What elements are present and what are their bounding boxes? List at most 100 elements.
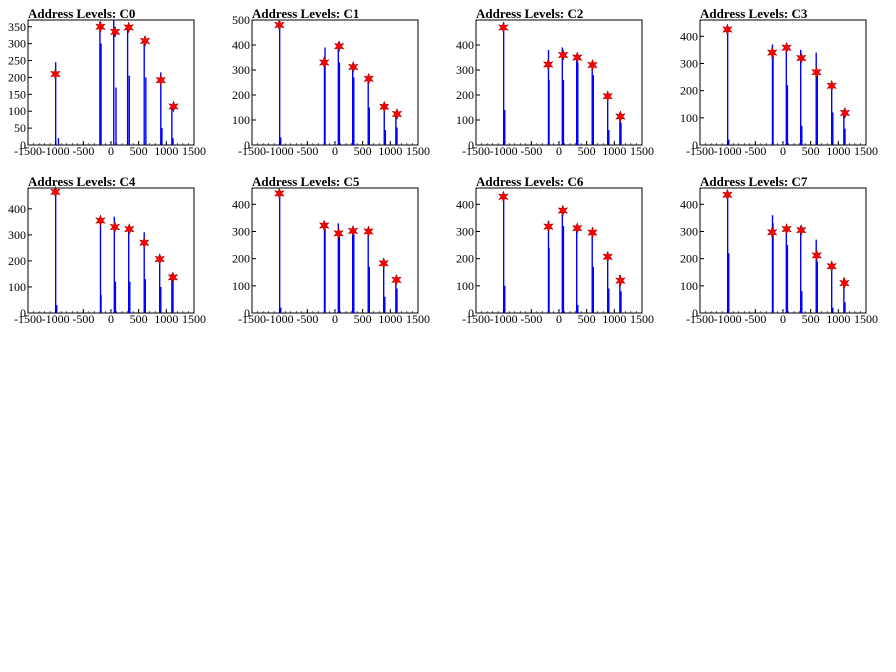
peak-marker: [587, 226, 598, 239]
x-tick-label: 1500: [182, 312, 206, 326]
peak-marker: [109, 25, 121, 39]
peak-marker: [721, 188, 733, 202]
chart-title: Address Levels: C0: [28, 6, 135, 21]
peak-marker: [781, 41, 793, 54]
x-tick-label: -1000: [714, 144, 742, 158]
peak-marker: [557, 204, 569, 217]
x-tick-label: 500: [578, 312, 596, 326]
peak-marker: [378, 257, 390, 270]
peak-marker: [557, 48, 569, 62]
peak-marker: [139, 34, 151, 48]
x-tick-label: 0: [556, 144, 562, 158]
peak-marker: [543, 220, 554, 233]
y-tick-label: 200: [232, 88, 250, 102]
x-tick-label: -1000: [42, 312, 70, 326]
x-tick-label: 0: [332, 144, 338, 158]
y-tick-label: 400: [456, 197, 474, 211]
x-tick-label: -500: [520, 144, 542, 158]
x-tick-label: -500: [744, 144, 766, 158]
peak-marker: [571, 221, 583, 235]
x-tick-label: -500: [520, 312, 542, 326]
peak-marker: [826, 79, 838, 93]
x-tick-label: -1500: [238, 144, 266, 158]
peak-marker: [49, 67, 61, 81]
peak-marker: [615, 274, 626, 287]
x-tick-label: -1000: [490, 312, 518, 326]
plot-frame: [475, 187, 643, 314]
peak-marker: [363, 225, 374, 238]
peak-marker: [123, 21, 135, 34]
y-tick-label: 200: [456, 88, 474, 102]
x-tick-label: 500: [130, 144, 148, 158]
peak-marker: [347, 60, 359, 74]
peak-marker: [811, 249, 823, 262]
x-tick-label: 500: [802, 144, 820, 158]
x-tick-label: 1500: [630, 312, 654, 326]
x-tick-label: 1500: [630, 144, 654, 158]
y-tick-label: 200: [232, 252, 250, 266]
y-tick-label: 50: [14, 121, 26, 135]
peak-marker: [391, 273, 402, 287]
y-tick-label: 400: [680, 197, 698, 211]
peak-marker: [363, 72, 375, 86]
y-tick-label: 400: [232, 38, 250, 52]
x-tick-label: 0: [556, 312, 562, 326]
x-tick-label: -1000: [42, 144, 70, 158]
x-tick-label: 0: [108, 312, 114, 326]
y-tick-label: 100: [456, 113, 474, 127]
peak-marker: [766, 226, 778, 239]
histogram-panel: Address Levels: C5-1500 -1000 -500 0 500 1000…: [232, 174, 430, 326]
peak-marker: [766, 46, 778, 59]
peak-marker: [154, 252, 166, 266]
x-tick-label: -500: [296, 144, 318, 158]
x-tick-label: 1500: [406, 144, 430, 158]
y-tick-label: 0: [692, 306, 698, 320]
y-tick-label: 300: [680, 56, 698, 70]
y-tick-label: 150: [8, 87, 26, 101]
x-tick-label: -1500: [14, 312, 42, 326]
peak-marker: [347, 224, 359, 238]
x-tick-label: 1000: [826, 144, 850, 158]
peak-marker: [602, 89, 614, 103]
y-tick-label: 100: [232, 113, 250, 127]
x-tick-label: 1000: [826, 312, 850, 326]
chart-title: Address Levels: C3: [700, 6, 808, 21]
y-tick-label: 0: [468, 138, 474, 152]
x-tick-label: -1000: [266, 144, 294, 158]
peak-marker: [333, 39, 345, 53]
x-tick-label: 1500: [854, 312, 878, 326]
y-tick-label: 250: [8, 54, 26, 68]
peak-marker: [542, 58, 554, 71]
y-tick-label: 200: [8, 254, 26, 268]
x-tick-label: 0: [108, 144, 114, 158]
peak-marker: [497, 190, 509, 203]
peak-marker: [497, 21, 509, 34]
y-tick-label: 400: [8, 202, 26, 216]
plot-frame: [699, 19, 867, 146]
x-tick-label: 500: [354, 312, 372, 326]
y-tick-label: 300: [8, 37, 26, 51]
y-tick-label: 0: [244, 138, 250, 152]
x-tick-label: 500: [578, 144, 596, 158]
x-tick-label: 1500: [406, 312, 430, 326]
chart-title: Address Levels: C7: [700, 174, 808, 189]
peak-marker: [318, 219, 330, 232]
chart-title: Address Levels: C5: [252, 174, 360, 189]
y-tick-label: 350: [8, 20, 26, 34]
y-tick-label: 0: [468, 306, 474, 320]
y-tick-label: 200: [680, 252, 698, 266]
x-tick-label: 500: [354, 144, 372, 158]
chart-title: Address Levels: C2: [476, 6, 583, 21]
y-tick-label: 100: [680, 111, 698, 125]
x-tick-label: -1500: [238, 312, 266, 326]
x-tick-label: -1500: [462, 144, 490, 158]
y-tick-label: 200: [456, 252, 474, 266]
y-tick-label: 200: [680, 84, 698, 98]
x-tick-label: 1500: [182, 144, 206, 158]
peak-marker: [615, 110, 626, 123]
peak-marker: [273, 187, 285, 200]
plot-frame: [699, 187, 867, 314]
x-tick-label: -1000: [266, 312, 294, 326]
y-tick-label: 400: [232, 197, 250, 211]
